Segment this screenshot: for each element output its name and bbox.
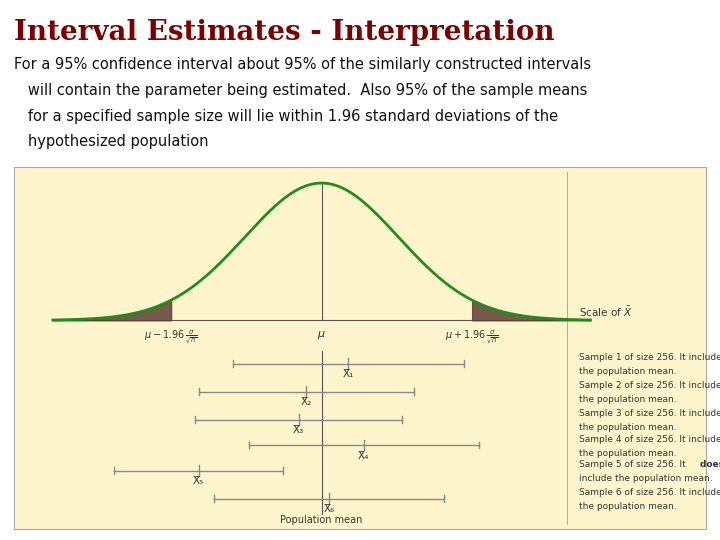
Text: Sample 3 of size 256. It includes: Sample 3 of size 256. It includes	[579, 409, 720, 418]
Text: the population mean.: the population mean.	[579, 395, 677, 404]
Text: X̅₅: X̅₅	[193, 476, 204, 486]
Text: X̅₃: X̅₃	[293, 425, 304, 435]
Text: the population mean.: the population mean.	[579, 449, 677, 458]
Text: For a 95% confidence interval about 95% of the similarly constructed intervals: For a 95% confidence interval about 95% …	[14, 57, 592, 72]
Text: hypothesized population: hypothesized population	[14, 134, 209, 150]
Text: $\mu$: $\mu$	[318, 329, 326, 341]
Text: Sample 5 of size 256. It: Sample 5 of size 256. It	[579, 461, 688, 469]
Text: X̅₄: X̅₄	[358, 451, 369, 461]
Text: $\mu + 1.96\,\frac{\sigma}{\sqrt{n}}$: $\mu + 1.96\,\frac{\sigma}{\sqrt{n}}$	[445, 329, 499, 346]
Text: X̅₂: X̅₂	[301, 397, 312, 407]
Text: for a specified sample size will lie within 1.96 standard deviations of the: for a specified sample size will lie wit…	[14, 109, 559, 124]
Text: does not: does not	[700, 461, 720, 469]
Text: Sample 1 of size 256. It includes: Sample 1 of size 256. It includes	[579, 353, 720, 362]
Text: Population mean: Population mean	[280, 515, 363, 525]
Text: the population mean.: the population mean.	[579, 423, 677, 433]
Text: $\mu - 1.96\,\frac{\sigma}{\sqrt{n}}$: $\mu - 1.96\,\frac{\sigma}{\sqrt{n}}$	[144, 329, 198, 346]
Text: include the population mean.: include the population mean.	[579, 475, 713, 483]
Text: the population mean.: the population mean.	[579, 367, 677, 376]
Text: Interval Estimates - Interpretation: Interval Estimates - Interpretation	[14, 19, 555, 46]
Text: Scale of $\bar{X}$: Scale of $\bar{X}$	[579, 305, 633, 319]
Text: Sample 4 of size 256. It includes: Sample 4 of size 256. It includes	[579, 435, 720, 444]
Text: X̅₆: X̅₆	[324, 504, 335, 514]
Text: will contain the parameter being estimated.  Also 95% of the sample means: will contain the parameter being estimat…	[14, 83, 588, 98]
Text: X̅₁: X̅₁	[343, 369, 354, 379]
Text: the population mean.: the population mean.	[579, 502, 677, 511]
Text: Sample 2 of size 256. It includes: Sample 2 of size 256. It includes	[579, 381, 720, 390]
Text: Sample 6 of size 256. It includes: Sample 6 of size 256. It includes	[579, 489, 720, 497]
